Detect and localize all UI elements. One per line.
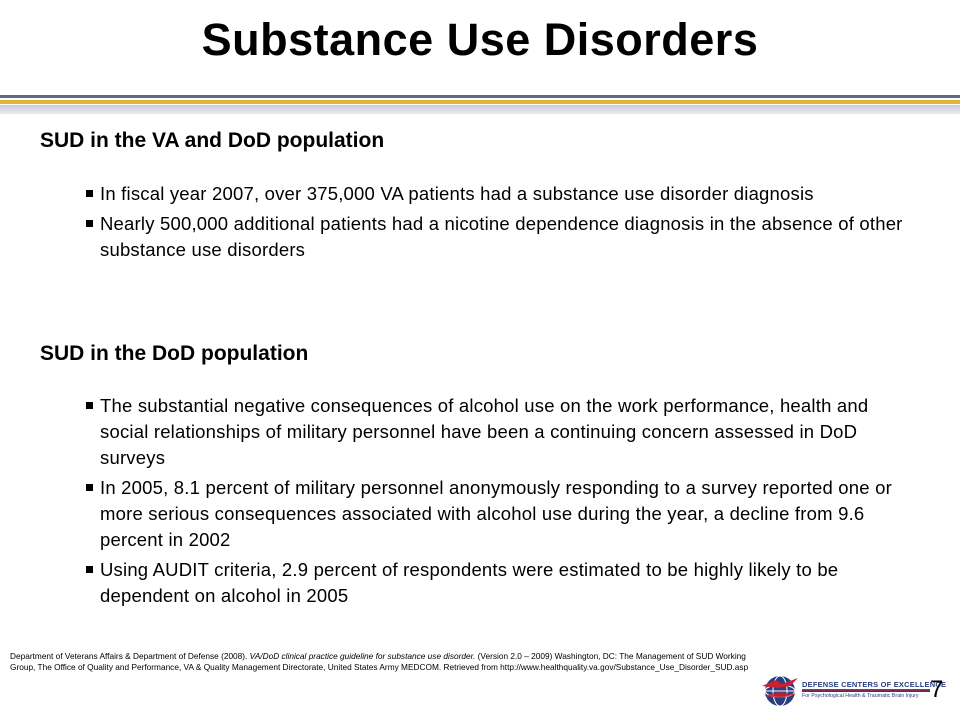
slide-title: Substance Use Disorders [201, 14, 759, 65]
list-item: Using AUDIT criteria, 2.9 percent of res… [86, 557, 906, 609]
dcoe-logo: DEFENSE CENTERS OF EXCELLENCE For Psycho… [760, 672, 946, 710]
title-divider-gold [0, 100, 960, 104]
page-number: 7 [930, 676, 944, 703]
logo-name: DEFENSE CENTERS OF EXCELLENCE [802, 680, 947, 689]
bullet-list-va-dod: In fiscal year 2007, over 375,000 VA pat… [86, 181, 906, 267]
title-divider-dark [0, 95, 960, 98]
section-heading-va-dod: SUD in the VA and DoD population [40, 129, 385, 152]
square-bullet-icon [86, 220, 93, 227]
list-item: In fiscal year 2007, over 375,000 VA pat… [86, 181, 906, 207]
logo-stripe [802, 689, 930, 692]
bullet-list-dod: The substantial negative consequences of… [86, 393, 906, 613]
square-bullet-icon [86, 566, 93, 573]
square-bullet-icon [86, 190, 93, 197]
bullet-text: The substantial negative consequences of… [100, 395, 869, 468]
list-item: In 2005, 8.1 percent of military personn… [86, 475, 906, 553]
bullet-text: In 2005, 8.1 percent of military personn… [100, 477, 892, 550]
citation-title: VA/DoD clinical practice guideline for s… [249, 651, 476, 661]
list-item: Nearly 500,000 additional patients had a… [86, 211, 906, 263]
bullet-text: Using AUDIT criteria, 2.9 percent of res… [100, 559, 839, 606]
list-item: The substantial negative consequences of… [86, 393, 906, 471]
citation-suffix: (Version 2.0 – 2009) Washington, DC: The… [10, 651, 749, 672]
logo-tagline: For Psychological Health & Traumatic Bra… [802, 693, 919, 699]
square-bullet-icon [86, 484, 93, 491]
title-divider-light [0, 105, 960, 114]
bullet-text: In fiscal year 2007, over 375,000 VA pat… [100, 183, 814, 204]
citation-prefix: Department of Veterans Affairs & Departm… [10, 651, 250, 661]
square-bullet-icon [86, 402, 93, 409]
section-heading-dod: SUD in the DoD population [40, 342, 309, 365]
bullet-text: Nearly 500,000 additional patients had a… [100, 213, 903, 260]
reference-citation: Department of Veterans Affairs & Departm… [10, 651, 770, 673]
globe-eagle-icon [762, 675, 798, 707]
